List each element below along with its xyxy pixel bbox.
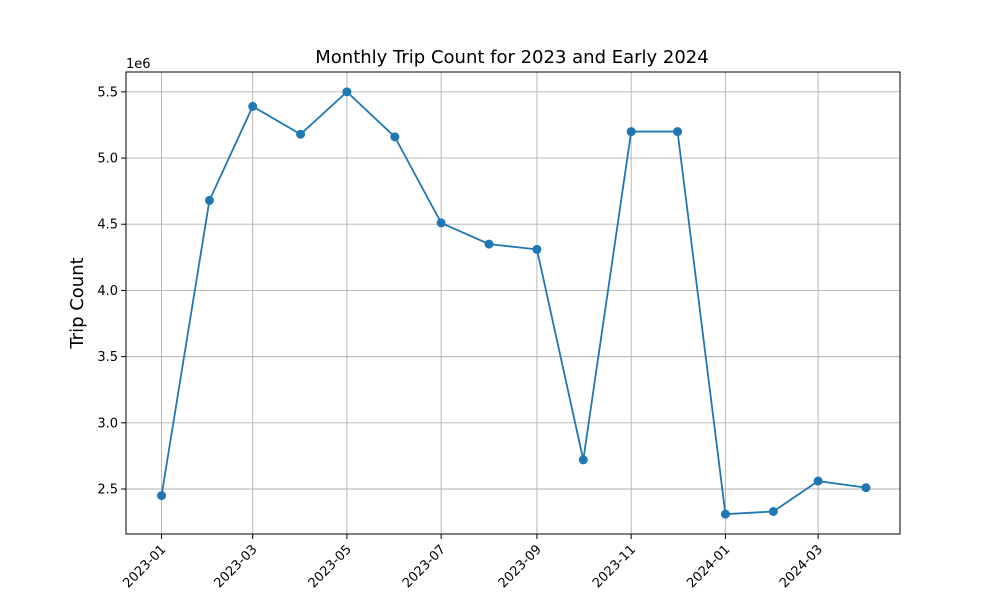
series-line	[160, 90, 867, 516]
y-axis-label: Trip Count	[67, 257, 88, 349]
y-tick-label: 2.5	[97, 482, 118, 497]
series-layer	[157, 87, 871, 519]
plot-area-frame	[125, 71, 901, 535]
data-point	[768, 506, 778, 516]
grid-layer	[126, 72, 900, 534]
chart-title: Monthly Trip Count for 2023 and Early 20…	[315, 47, 708, 68]
data-point	[484, 239, 494, 249]
y-axis-offset-label: 1e6	[126, 57, 151, 72]
y-tick-label: 5.5	[97, 85, 118, 100]
data-point	[532, 244, 542, 254]
y-tick-label: 4.0	[97, 284, 118, 299]
data-point	[296, 129, 306, 139]
y-tick-label: 3.0	[97, 416, 118, 431]
data-point	[578, 455, 588, 465]
y-tick-label: 5.0	[97, 152, 118, 167]
data-point	[673, 127, 683, 137]
data-point	[720, 509, 730, 519]
y-tick-label: 4.5	[97, 218, 118, 233]
data-point	[390, 132, 400, 142]
data-point	[248, 101, 258, 111]
data-point	[861, 483, 871, 493]
data-point	[813, 476, 823, 486]
data-point	[157, 491, 167, 501]
data-point	[342, 87, 352, 97]
y-tick-label: 3.5	[97, 350, 118, 365]
data-point	[626, 127, 636, 137]
data-point	[204, 195, 214, 205]
data-point	[436, 218, 446, 228]
